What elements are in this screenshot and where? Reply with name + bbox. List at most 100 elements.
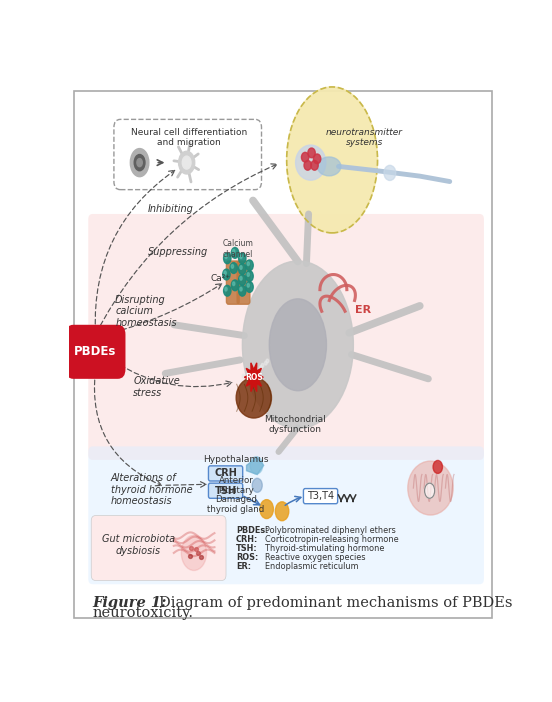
Text: ROS: ROS xyxy=(245,373,263,382)
Ellipse shape xyxy=(308,148,315,158)
Text: Alterations of
thyroid hormone
homeostasis: Alterations of thyroid hormone homeostas… xyxy=(111,473,193,506)
Ellipse shape xyxy=(236,378,272,418)
Ellipse shape xyxy=(181,536,206,571)
Text: Polybrominated diphenyl ethers: Polybrominated diphenyl ethers xyxy=(265,526,396,535)
FancyBboxPatch shape xyxy=(114,119,262,190)
Ellipse shape xyxy=(130,149,149,177)
Ellipse shape xyxy=(384,166,396,180)
Ellipse shape xyxy=(248,372,251,376)
Polygon shape xyxy=(247,457,264,475)
Text: Inhibiting: Inhibiting xyxy=(148,204,194,213)
Ellipse shape xyxy=(295,145,326,180)
Text: ROS:: ROS: xyxy=(236,553,258,562)
Ellipse shape xyxy=(311,161,319,170)
Ellipse shape xyxy=(266,359,269,363)
Ellipse shape xyxy=(247,262,250,265)
Ellipse shape xyxy=(134,154,145,171)
Polygon shape xyxy=(245,363,263,392)
Text: PBDEs: PBDEs xyxy=(75,345,116,358)
Ellipse shape xyxy=(232,249,235,253)
Ellipse shape xyxy=(240,277,242,280)
Ellipse shape xyxy=(137,159,142,166)
Text: Disrupting
calcium
homeostasis: Disrupting calcium homeostasis xyxy=(115,295,177,328)
Ellipse shape xyxy=(182,156,191,169)
Text: TSH:: TSH: xyxy=(236,544,257,553)
FancyBboxPatch shape xyxy=(226,261,239,304)
Text: Thyroid-stimulating hormone: Thyroid-stimulating hormone xyxy=(265,544,384,553)
Ellipse shape xyxy=(317,157,341,176)
FancyBboxPatch shape xyxy=(91,515,226,581)
Ellipse shape xyxy=(240,287,242,291)
Ellipse shape xyxy=(238,285,246,296)
Text: Suppressing: Suppressing xyxy=(148,247,209,257)
Ellipse shape xyxy=(238,253,246,264)
Text: Gut microbiota
dysbiosis: Gut microbiota dysbiosis xyxy=(102,534,175,555)
Ellipse shape xyxy=(255,368,258,371)
Ellipse shape xyxy=(246,282,253,292)
FancyBboxPatch shape xyxy=(237,261,250,304)
Ellipse shape xyxy=(224,285,231,296)
Ellipse shape xyxy=(259,366,262,369)
Text: Mitochondrial
dysfunction: Mitochondrial dysfunction xyxy=(264,415,326,435)
Ellipse shape xyxy=(231,265,233,268)
Ellipse shape xyxy=(240,265,242,270)
FancyBboxPatch shape xyxy=(74,91,492,618)
Ellipse shape xyxy=(238,264,246,274)
Text: neurotransmitter
systems: neurotransmitter systems xyxy=(326,128,402,147)
Text: Damaged
thyroid gland: Damaged thyroid gland xyxy=(207,495,264,515)
Ellipse shape xyxy=(260,500,273,519)
FancyBboxPatch shape xyxy=(209,466,243,481)
Text: Calcium
channel: Calcium channel xyxy=(222,239,253,259)
Ellipse shape xyxy=(246,271,253,282)
Ellipse shape xyxy=(251,370,253,373)
Text: neurotoxicity.: neurotoxicity. xyxy=(93,606,194,620)
Ellipse shape xyxy=(242,261,353,428)
Ellipse shape xyxy=(304,161,311,170)
Text: Figure 1:: Figure 1: xyxy=(93,596,167,610)
Ellipse shape xyxy=(264,362,267,365)
Ellipse shape xyxy=(225,255,227,258)
Ellipse shape xyxy=(232,282,235,286)
Ellipse shape xyxy=(269,299,326,391)
Ellipse shape xyxy=(238,274,246,285)
Ellipse shape xyxy=(250,457,263,474)
FancyBboxPatch shape xyxy=(209,483,243,498)
Ellipse shape xyxy=(261,364,264,367)
Text: T3,T4: T3,T4 xyxy=(307,491,334,501)
FancyBboxPatch shape xyxy=(88,446,484,584)
Ellipse shape xyxy=(424,483,434,498)
Text: Neural cell differentiation
and migration: Neural cell differentiation and migratio… xyxy=(131,128,247,147)
Text: TSH: TSH xyxy=(215,486,237,496)
Ellipse shape xyxy=(230,263,237,274)
Ellipse shape xyxy=(433,461,443,473)
Text: CRH:: CRH: xyxy=(236,535,258,544)
Ellipse shape xyxy=(224,271,226,274)
Text: Ca²⁺: Ca²⁺ xyxy=(211,274,231,284)
FancyBboxPatch shape xyxy=(304,489,338,504)
Ellipse shape xyxy=(252,478,262,492)
FancyBboxPatch shape xyxy=(88,214,484,460)
Ellipse shape xyxy=(231,280,238,291)
Text: Oxidative
stress: Oxidative stress xyxy=(133,376,180,398)
Ellipse shape xyxy=(275,502,289,521)
Ellipse shape xyxy=(222,269,230,280)
Ellipse shape xyxy=(247,272,250,277)
Text: ER:: ER: xyxy=(236,562,251,571)
Text: Endoplasmic reticulum: Endoplasmic reticulum xyxy=(265,562,358,571)
FancyBboxPatch shape xyxy=(66,325,125,379)
Text: PBDEs:: PBDEs: xyxy=(236,526,268,535)
Text: Hypothalamus: Hypothalamus xyxy=(203,456,269,465)
Ellipse shape xyxy=(178,151,195,174)
Ellipse shape xyxy=(301,152,309,162)
Text: Reactive oxygen species: Reactive oxygen species xyxy=(265,553,365,562)
Text: Anterior
Pituitary: Anterior Pituitary xyxy=(218,476,254,495)
Ellipse shape xyxy=(246,260,253,271)
Ellipse shape xyxy=(225,287,227,291)
Ellipse shape xyxy=(231,248,238,258)
Ellipse shape xyxy=(240,255,242,258)
Ellipse shape xyxy=(224,253,231,264)
Ellipse shape xyxy=(247,284,250,287)
Ellipse shape xyxy=(408,461,453,515)
Text: Diagram of predominant mechanisms of PBDEs: Diagram of predominant mechanisms of PBD… xyxy=(159,596,512,610)
Text: CRH: CRH xyxy=(214,468,237,479)
